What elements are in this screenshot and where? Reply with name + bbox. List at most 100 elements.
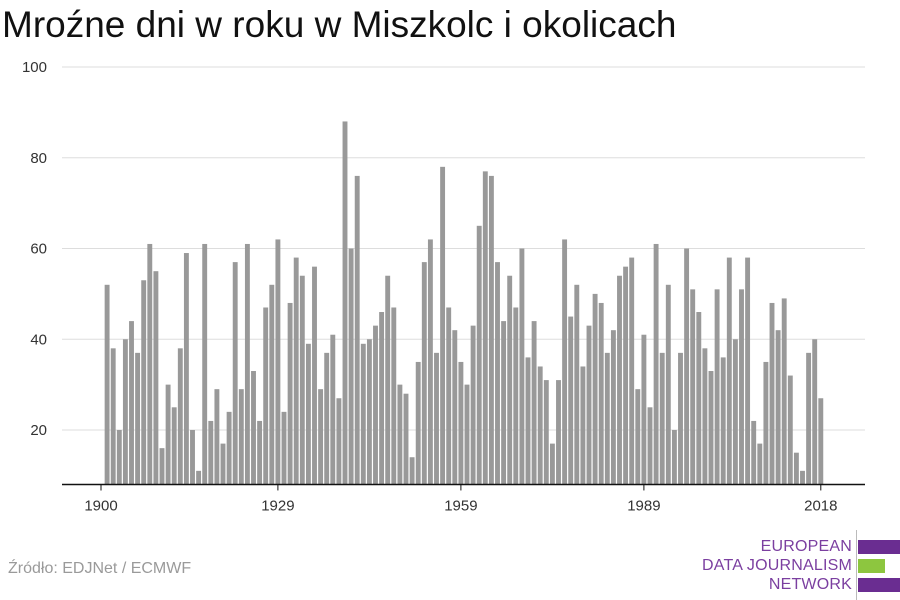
bar-1951 (409, 457, 415, 485)
bar-1922 (232, 262, 238, 485)
bar-1910 (159, 448, 165, 485)
bar-1945 (373, 325, 378, 485)
bar-1924 (244, 243, 250, 485)
bar-1969 (519, 248, 525, 485)
bar-2002 (720, 357, 726, 485)
bar-1940 (342, 121, 348, 485)
bar-1972 (537, 366, 543, 485)
chart-title: Mroźne dni w roku w Miszkolc i okolicach (2, 4, 677, 45)
logo-line-3: NETWORK (768, 576, 852, 593)
bar-1996 (684, 248, 690, 485)
bar-1955 (434, 352, 439, 485)
bar-1933 (299, 275, 305, 485)
bar-2000 (708, 371, 714, 485)
bar-1917 (202, 243, 208, 485)
bar-2006 (745, 257, 751, 485)
bar-2011 (775, 330, 781, 485)
bar-1995 (678, 352, 683, 485)
bar-1916 (196, 470, 202, 485)
logo-line-2: DATA JOURNALISM (702, 557, 852, 574)
bar-1944 (366, 339, 372, 485)
bar-1914 (183, 253, 189, 485)
bar-1961 (470, 325, 476, 485)
bar-1967 (507, 275, 513, 485)
x-tick-label: 2018 (804, 497, 837, 514)
bar-1941 (348, 248, 354, 485)
bar-1957 (446, 307, 452, 485)
bar-1927 (263, 307, 269, 485)
bar-2017 (812, 339, 818, 485)
bar-1918 (208, 420, 214, 485)
bar-1926 (257, 420, 263, 485)
bar-1989 (641, 334, 647, 485)
bar-1907 (141, 280, 147, 485)
bar-2008 (757, 443, 763, 485)
x-axis-ticks: 1900 1929 1959 1989 2018 (84, 484, 837, 514)
bar-1981 (592, 293, 598, 485)
bar-1990 (647, 407, 653, 485)
bar-1901 (104, 284, 110, 485)
bar-1939 (336, 398, 342, 485)
bar-1912 (171, 407, 177, 485)
bar-1943 (360, 343, 366, 485)
bar-1932 (293, 257, 299, 485)
bar-1980 (586, 325, 592, 485)
bar-1966 (501, 321, 507, 485)
bar-1903 (116, 430, 122, 485)
bar-2010 (769, 302, 775, 485)
bar-2007 (751, 420, 757, 485)
bar-1931 (287, 302, 293, 485)
bar-1978 (574, 284, 580, 485)
logo-divider (856, 530, 857, 600)
bar-1999 (702, 348, 708, 485)
bar-1911 (165, 384, 171, 485)
logo-bar-purple-top (858, 540, 900, 554)
logo-bar-purple-bottom (858, 578, 900, 592)
bar-2013 (787, 375, 793, 485)
bar-1982 (598, 302, 604, 485)
y-tick-label: 40 (30, 331, 47, 348)
bar-1979 (580, 366, 586, 485)
bar-1975 (556, 380, 561, 485)
bar-1929 (275, 239, 281, 485)
bar-1938 (330, 334, 336, 485)
bar-1977 (568, 316, 574, 485)
bar-1983 (604, 352, 610, 485)
y-tick-label: 100 (22, 59, 47, 76)
bar-1935 (312, 266, 317, 485)
bar-1974 (549, 443, 555, 485)
bar-1906 (135, 352, 141, 485)
bar-1909 (153, 271, 159, 485)
bar-1913 (177, 348, 183, 485)
bar-1994 (671, 430, 677, 485)
bar-1970 (525, 357, 531, 485)
x-tick-label: 1989 (627, 497, 660, 514)
bar-2018 (818, 398, 824, 485)
bar-1968 (513, 307, 519, 485)
bar-1919 (214, 389, 220, 485)
bar-1902 (110, 348, 116, 485)
bar-1964 (488, 175, 494, 485)
x-tick-label: 1959 (444, 497, 477, 514)
y-tick-label: 20 (30, 422, 47, 439)
bar-1985 (617, 275, 622, 485)
bar-1971 (531, 321, 537, 485)
source-note: Źródło: EDJNet / ECMWF (8, 560, 192, 577)
bars (98, 121, 830, 485)
bar-1905 (129, 321, 134, 485)
bar-1962 (476, 225, 482, 485)
bar-1997 (690, 289, 696, 485)
bar-1998 (696, 312, 702, 485)
logo-line-1: EUROPEAN (760, 538, 852, 555)
bar-1991 (653, 243, 659, 485)
bar-2015 (800, 470, 805, 485)
bar-1920 (220, 443, 226, 485)
bar-2016 (806, 352, 812, 485)
bar-1959 (458, 361, 464, 485)
bar-1947 (385, 275, 391, 485)
bar-2001 (714, 289, 720, 485)
bar-1960 (464, 384, 470, 485)
bar-1950 (403, 393, 409, 485)
bar-1956 (440, 166, 446, 485)
